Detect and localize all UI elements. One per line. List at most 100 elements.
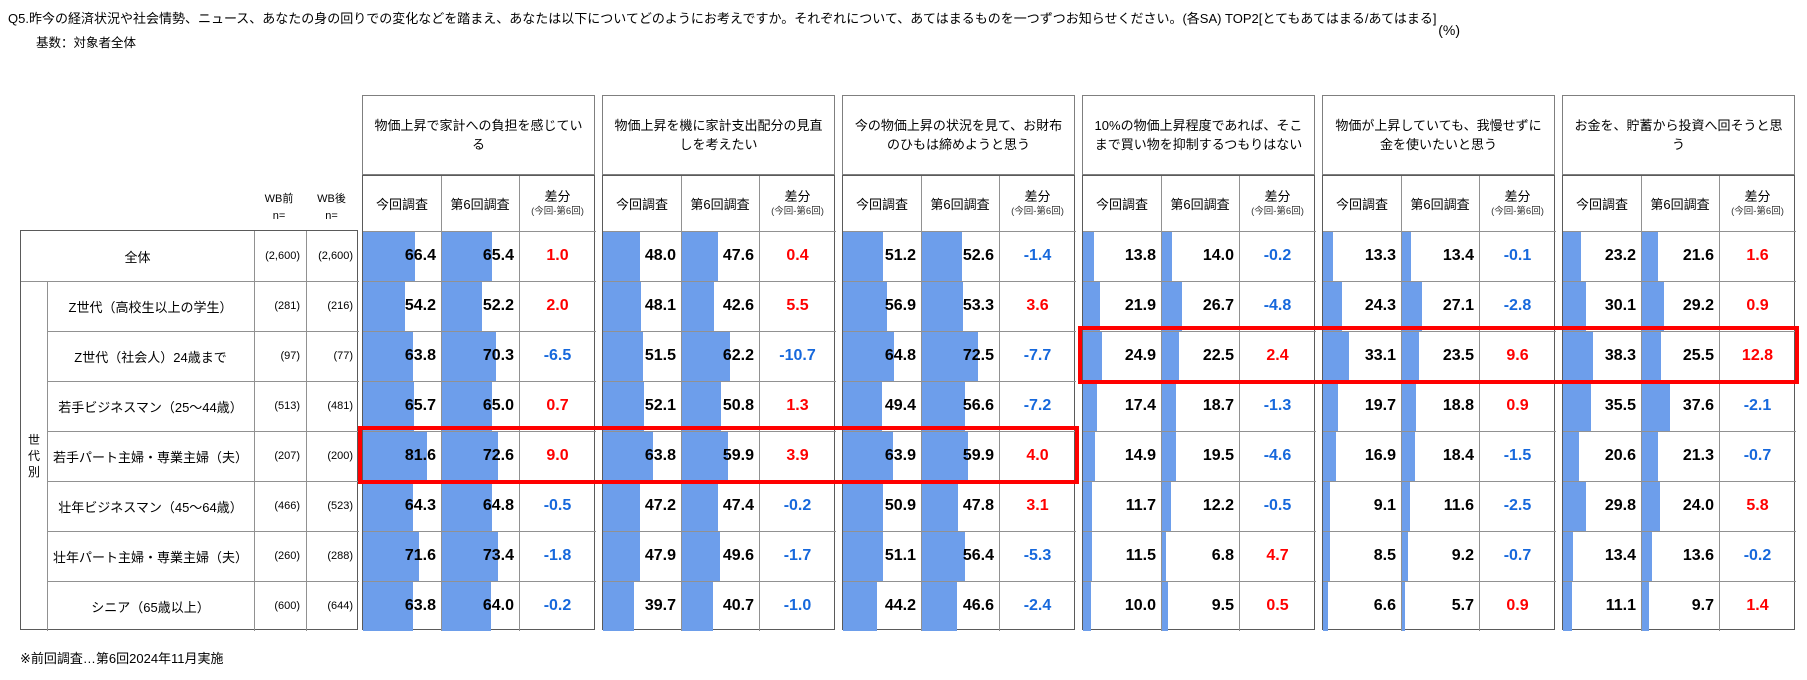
- bar-current: [1563, 381, 1591, 431]
- grid-line: [843, 581, 1076, 582]
- subheader-diff-label: 差分: [1504, 188, 1531, 204]
- value-current: 71.6: [404, 547, 436, 564]
- value-diff: -4.8: [1263, 297, 1292, 314]
- grid-line: [1323, 531, 1556, 532]
- bar-previous: [441, 281, 482, 331]
- value-previous: 72.5: [962, 347, 994, 364]
- value-previous: 59.9: [962, 447, 994, 464]
- value-diff: 5.8: [1746, 497, 1769, 514]
- bar-previous: [1161, 481, 1171, 531]
- question-table-2: 今回調査 第6回調査 差分 (今回-第6回) 48.0 47.6 0.4 48.1 42.6 5.…: [602, 175, 836, 631]
- grid-line: [603, 381, 836, 382]
- row-label: 壮年パート主婦・専業主婦（夫）: [52, 549, 248, 565]
- value-previous: 25.5: [1682, 347, 1714, 364]
- subheader-current: 今回調査: [1575, 197, 1628, 212]
- generation-axis-char: 別: [27, 465, 40, 480]
- subheader-previous: 第6回調査: [1170, 197, 1230, 212]
- value-diff: -0.1: [1503, 247, 1532, 264]
- n-value-pre: (466): [274, 500, 300, 512]
- grid-line: [1161, 176, 1162, 631]
- bar-previous: [1401, 431, 1416, 481]
- value-current: 54.2: [404, 297, 436, 314]
- grid-line: [1641, 176, 1642, 631]
- bar-current: [1563, 281, 1587, 331]
- grid-line: [1323, 231, 1556, 232]
- grid-line: [603, 431, 836, 432]
- grid-line: [1083, 281, 1316, 282]
- grid-line: [759, 176, 760, 631]
- value-current: 17.4: [1124, 397, 1156, 414]
- grid-line: [603, 281, 836, 282]
- bar-previous: [681, 381, 721, 431]
- value-current: 30.1: [1604, 297, 1636, 314]
- bar-previous: [1161, 531, 1167, 581]
- value-current: 56.9: [884, 297, 916, 314]
- value-current: 19.7: [1364, 397, 1396, 414]
- value-current: 66.4: [404, 247, 436, 264]
- grid-line: [363, 381, 596, 382]
- bar-previous: [1641, 531, 1652, 581]
- bar-current: [1083, 531, 1092, 581]
- grid-line: [843, 531, 1076, 532]
- subheader-diff-note: (今回-第6回): [531, 205, 584, 217]
- bar-previous: [681, 231, 719, 281]
- value-current: 13.8: [1124, 247, 1156, 264]
- bar-current: [843, 381, 882, 431]
- value-current: 63.8: [404, 347, 436, 364]
- grid-line: [1563, 531, 1796, 532]
- value-diff: 0.4: [786, 247, 809, 264]
- n-column-header-line: n=: [325, 209, 338, 222]
- value-current: 50.9: [884, 497, 916, 514]
- grid-line: [999, 176, 1000, 631]
- grid-line: [1563, 331, 1796, 332]
- value-current: 14.9: [1124, 447, 1156, 464]
- grid-line: [1401, 176, 1402, 631]
- value-diff: -7.2: [1023, 397, 1052, 414]
- grid-line: [47, 481, 359, 482]
- bar-current: [1563, 581, 1572, 631]
- grid-line: [363, 281, 596, 282]
- value-diff: 3.9: [786, 447, 809, 464]
- value-previous: 22.5: [1202, 347, 1234, 364]
- n-value-pre: (260): [274, 550, 300, 562]
- grid-line: [363, 581, 596, 582]
- subheader-previous: 第6回調査: [450, 197, 510, 212]
- value-previous: 40.7: [722, 597, 754, 614]
- bar-current: [1563, 231, 1582, 281]
- value-diff: -6.5: [543, 347, 572, 364]
- bar-current: [1323, 231, 1334, 281]
- question-table-5: 今回調査 第6回調査 差分 (今回-第6回) 13.3 13.4 -0.1 24.3 27.1-…: [1322, 175, 1556, 631]
- grid-line: [1563, 431, 1796, 432]
- value-current: 47.9: [644, 547, 676, 564]
- subheader-previous: 第6回調査: [1650, 197, 1710, 212]
- n-column-header: WB前 n=: [253, 166, 305, 224]
- value-diff: 0.9: [1506, 397, 1529, 414]
- subheader-diff: 差分 (今回-第6回): [519, 176, 596, 231]
- bar-current: [603, 381, 644, 431]
- n-column-header: WB後 n=: [305, 166, 358, 224]
- bar-previous: [681, 331, 730, 381]
- bar-current: [1323, 431, 1337, 481]
- grid-line: [603, 331, 836, 332]
- bar-previous: [921, 481, 959, 531]
- grid-line: [1563, 481, 1796, 482]
- value-diff: 0.9: [1746, 297, 1769, 314]
- n-value-pre: (513): [274, 400, 300, 412]
- value-previous: 53.3: [962, 297, 994, 314]
- value-diff: -0.2: [783, 497, 812, 514]
- unit-label: (%): [1438, 22, 1460, 38]
- bar-current: [1083, 381, 1097, 431]
- bar-current: [363, 381, 415, 431]
- value-previous: 9.7: [1691, 597, 1714, 614]
- subheader-current: 今回調査: [615, 197, 668, 212]
- subheader-previous: 第6回調査: [690, 197, 750, 212]
- value-diff: 5.5: [786, 297, 809, 314]
- bar-current: [843, 531, 883, 581]
- value-diff: -2.1: [1743, 397, 1772, 414]
- question-table-4: 今回調査 第6回調査 差分 (今回-第6回) 13.8 14.0 -0.2 21.9 26.7-…: [1082, 175, 1316, 631]
- bar-previous: [1401, 481, 1411, 531]
- grid-line: [843, 231, 1076, 232]
- value-diff: 1.6: [1746, 247, 1769, 264]
- value-previous: 13.6: [1682, 547, 1714, 564]
- value-previous: 5.7: [1451, 597, 1474, 614]
